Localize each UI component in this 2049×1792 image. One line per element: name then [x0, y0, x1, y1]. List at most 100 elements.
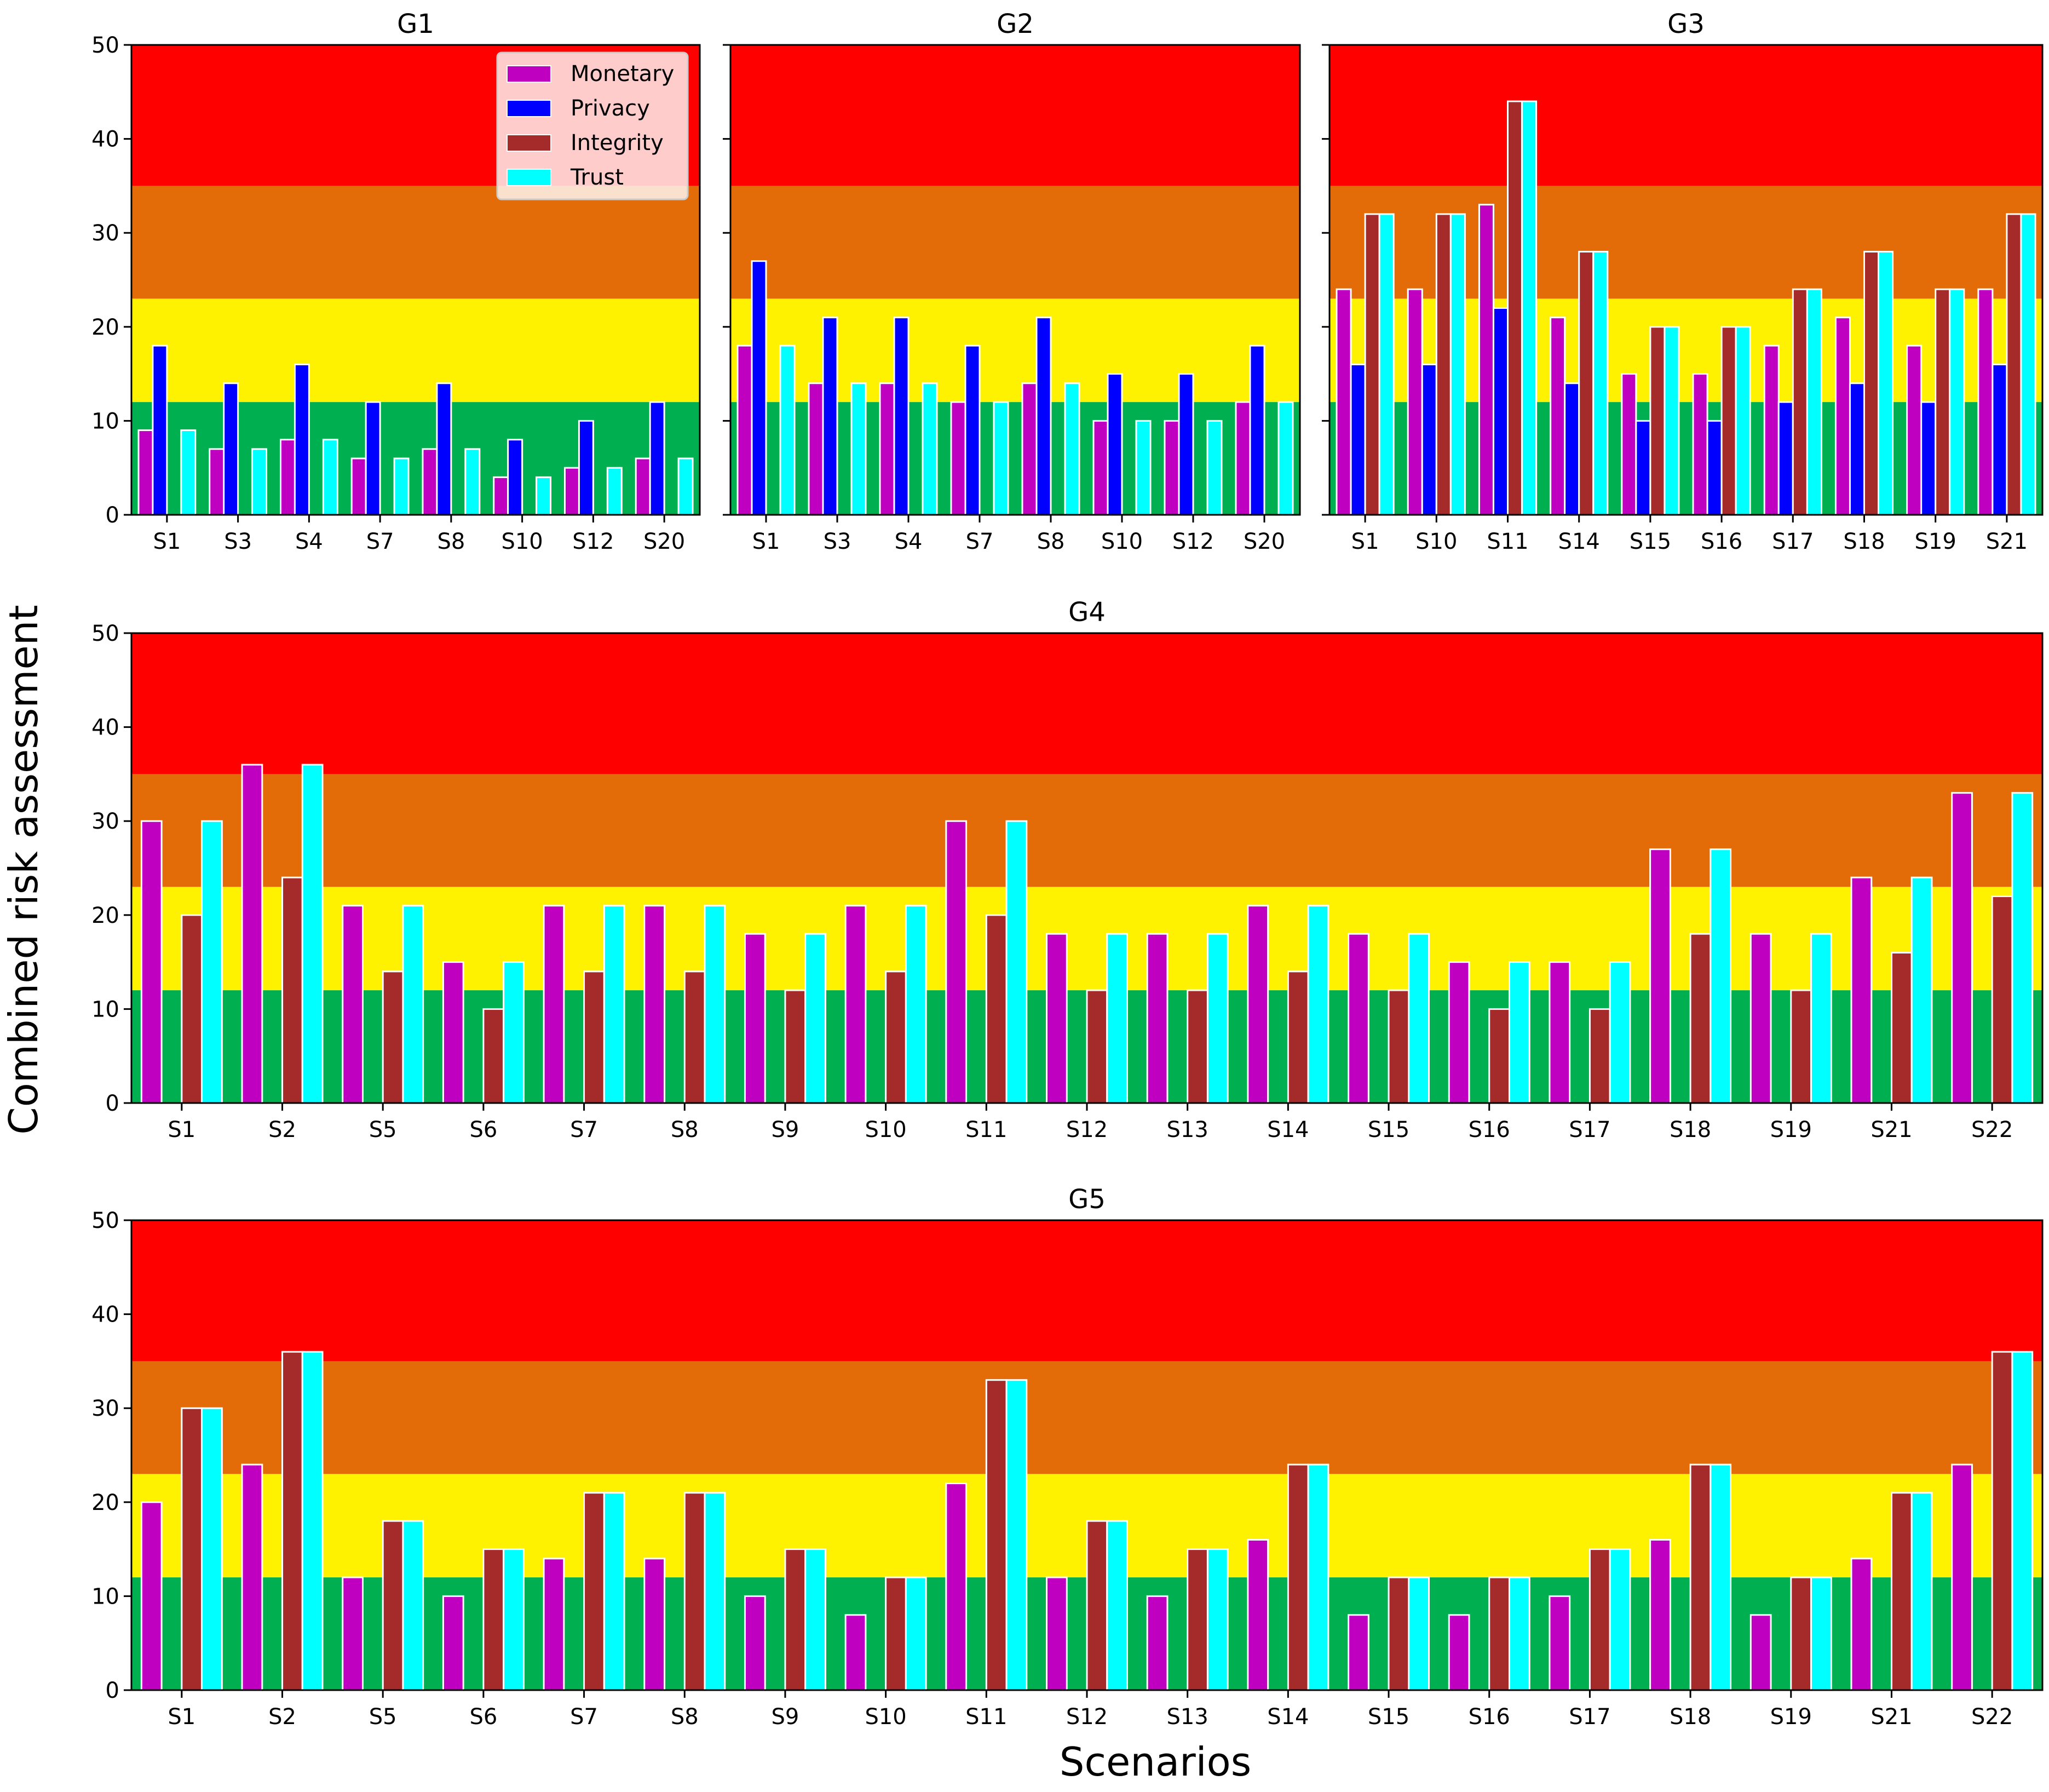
- bar-integrity-s16: [1488, 1008, 1510, 1104]
- bar-monetary-s1: [137, 429, 154, 516]
- bar-monetary-s16: [1448, 961, 1470, 1104]
- bar-trust-s8: [704, 905, 726, 1104]
- bar-trust-s1: [201, 1407, 223, 1691]
- bar-monetary-s21: [1850, 1558, 1873, 1691]
- bar-integrity-s19: [1935, 288, 1951, 516]
- bar-integrity-s2: [281, 876, 303, 1104]
- x-tick-label: S1: [752, 529, 780, 554]
- bar-trust-s7: [603, 905, 625, 1104]
- risk-band-2: [131, 1361, 2042, 1474]
- bar-trust-s10: [536, 476, 552, 516]
- risk-band-3: [730, 45, 1300, 186]
- risk-band-3: [131, 1220, 2042, 1362]
- panel-title: G3: [1667, 9, 1705, 39]
- x-tick-label: S21: [1986, 529, 2028, 554]
- bar-monetary-s15: [1348, 1614, 1369, 1691]
- x-tick-label: S14: [1267, 1704, 1309, 1730]
- panel-title: G4: [1068, 597, 1106, 628]
- x-tick-label: S1: [168, 1117, 195, 1142]
- bar-monetary-s18: [1649, 848, 1671, 1104]
- bar-monetary-s3: [209, 448, 225, 516]
- x-tick-label: S10: [865, 1704, 906, 1730]
- bar-monetary-s19: [1749, 1614, 1772, 1691]
- bar-monetary-s16: [1692, 373, 1708, 516]
- bar-trust-s20: [1277, 401, 1294, 516]
- bar-monetary-s17: [1763, 344, 1780, 516]
- bar-privacy-s1: [152, 344, 168, 516]
- bar-trust-s10: [905, 905, 927, 1104]
- x-tick-label: S15: [1630, 529, 1671, 554]
- bar-trust-s4: [922, 382, 938, 516]
- bar-trust-s5: [402, 905, 424, 1104]
- bar-trust-s17: [1609, 1548, 1631, 1691]
- bar-monetary-s7: [543, 1558, 565, 1691]
- bar-integrity-s15: [1649, 326, 1666, 516]
- bar-integrity-s6: [482, 1008, 505, 1104]
- x-tick-label: S12: [1172, 529, 1214, 554]
- x-tick-label: S19: [1770, 1117, 1812, 1142]
- legend-swatch-monetary: [507, 65, 551, 83]
- bar-trust-s19: [1810, 1576, 1832, 1691]
- bar-monetary-s17: [1549, 961, 1571, 1104]
- risk-band-1: [131, 298, 700, 403]
- x-tick-label: S1: [1351, 529, 1379, 554]
- x-tick-label: S11: [1487, 529, 1528, 554]
- bar-monetary-s7: [350, 457, 367, 516]
- x-tick-label: S7: [966, 529, 994, 554]
- bar-trust-s8: [464, 448, 481, 516]
- risk-band-3: [1329, 45, 2042, 186]
- bar-trust-s13: [1206, 933, 1229, 1104]
- bar-privacy-s12: [578, 420, 594, 516]
- bar-integrity-s11: [985, 1379, 1008, 1691]
- bar-monetary-s11: [1478, 204, 1494, 516]
- bar-privacy-s19: [1920, 401, 1937, 516]
- legend-label-trust: Trust: [570, 165, 624, 190]
- bar-trust-s3: [251, 448, 268, 516]
- x-tick-label: S19: [1770, 1704, 1812, 1730]
- bar-monetary-s12: [1164, 420, 1180, 516]
- bar-monetary-s21: [1850, 876, 1873, 1104]
- x-tick-label: S3: [824, 529, 851, 554]
- bar-privacy-s10: [507, 439, 523, 516]
- bar-trust-s5: [402, 1520, 424, 1691]
- plot-frame: [729, 44, 1301, 516]
- bar-monetary-s10: [493, 476, 509, 516]
- bar-integrity-s5: [382, 1520, 404, 1691]
- bar-trust-s12: [1106, 933, 1128, 1104]
- bar-trust-s15: [1664, 326, 1680, 516]
- bar-monetary-s13: [1146, 1595, 1169, 1691]
- x-tick-label: S5: [369, 1117, 397, 1142]
- x-tick-label: S8: [1037, 529, 1065, 554]
- bar-integrity-s10: [1435, 213, 1452, 516]
- bar-privacy-s4: [893, 317, 910, 516]
- bar-integrity-s13: [1187, 989, 1208, 1104]
- bar-monetary-s1: [736, 344, 753, 516]
- bar-monetary-s10: [1092, 420, 1109, 516]
- x-tick-label: S5: [369, 1704, 397, 1730]
- bar-privacy-s11: [1492, 307, 1509, 516]
- bar-monetary-s8: [643, 1558, 666, 1691]
- bar-monetary-s5: [342, 1576, 364, 1691]
- bar-privacy-s14: [1564, 382, 1580, 516]
- bar-trust-s13: [1206, 1548, 1229, 1691]
- x-tick-label: S7: [366, 529, 394, 554]
- bar-monetary-s17: [1549, 1595, 1571, 1691]
- bar-monetary-s6: [442, 1595, 464, 1691]
- bar-monetary-s10: [1407, 288, 1423, 516]
- y-tick-label: 30: [91, 221, 119, 246]
- bar-monetary-s7: [950, 401, 966, 516]
- bar-trust-s18: [1878, 251, 1894, 516]
- bar-trust-s3: [850, 382, 867, 516]
- bar-monetary-s14: [1247, 1538, 1269, 1691]
- x-tick-label: S13: [1167, 1117, 1208, 1142]
- chart-panel-g2: S1 S3 S4 S7 S8 S10 S12 S20 G2: [723, 9, 1301, 554]
- bar-trust-s10: [1449, 213, 1466, 516]
- bar-trust-s11: [1005, 820, 1028, 1104]
- bar-monetary-s5: [342, 905, 364, 1104]
- x-tick-label: S17: [1772, 529, 1814, 554]
- bar-integrity-s7: [583, 970, 605, 1104]
- bar-trust-s12: [1106, 1520, 1128, 1691]
- bar-trust-s14: [1307, 905, 1329, 1104]
- x-tick-label: S21: [1870, 1117, 1912, 1142]
- bar-trust-s12: [606, 467, 623, 516]
